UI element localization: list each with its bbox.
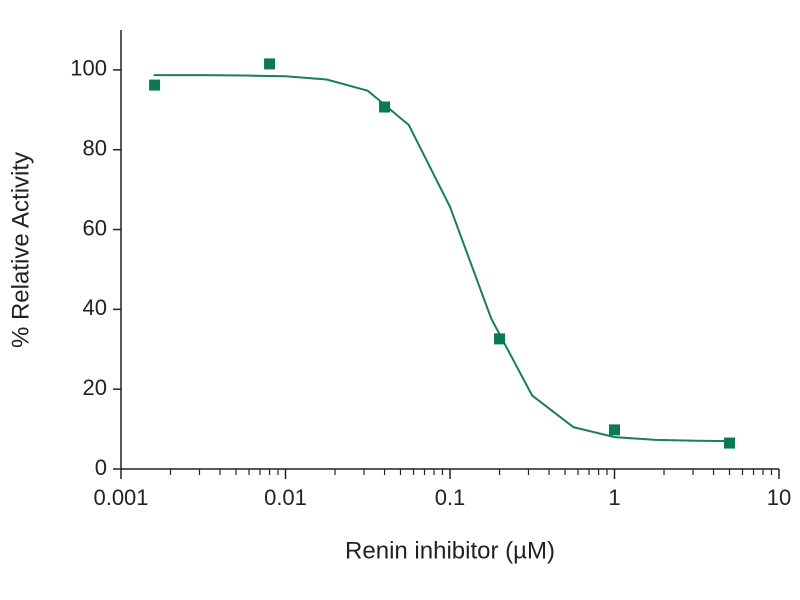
data-point — [494, 333, 506, 345]
x-tick-label: 0.001 — [93, 485, 148, 510]
data-point — [609, 424, 620, 436]
x-tick-label: 10 — [767, 485, 791, 510]
y-tick-label: 40 — [83, 295, 107, 320]
fit-curve — [153, 74, 730, 443]
y-tick-label: 60 — [83, 215, 107, 240]
data-point — [723, 437, 735, 449]
data-point — [149, 79, 161, 91]
x-tick-label: 1 — [608, 485, 620, 510]
data-point — [379, 101, 391, 113]
data-point — [264, 58, 276, 70]
x-tick-label: 0.1 — [435, 485, 466, 510]
y-tick-label: 20 — [83, 375, 107, 400]
x-tick-label: 0.01 — [264, 485, 307, 510]
x-axis-label: Renin inhibitor (µM) — [345, 537, 555, 564]
y-axis-label: % Relative Activity — [7, 152, 34, 348]
y-tick-label: 100 — [70, 56, 107, 81]
y-tick-label: 0 — [95, 455, 107, 480]
y-tick-label: 80 — [83, 136, 107, 161]
